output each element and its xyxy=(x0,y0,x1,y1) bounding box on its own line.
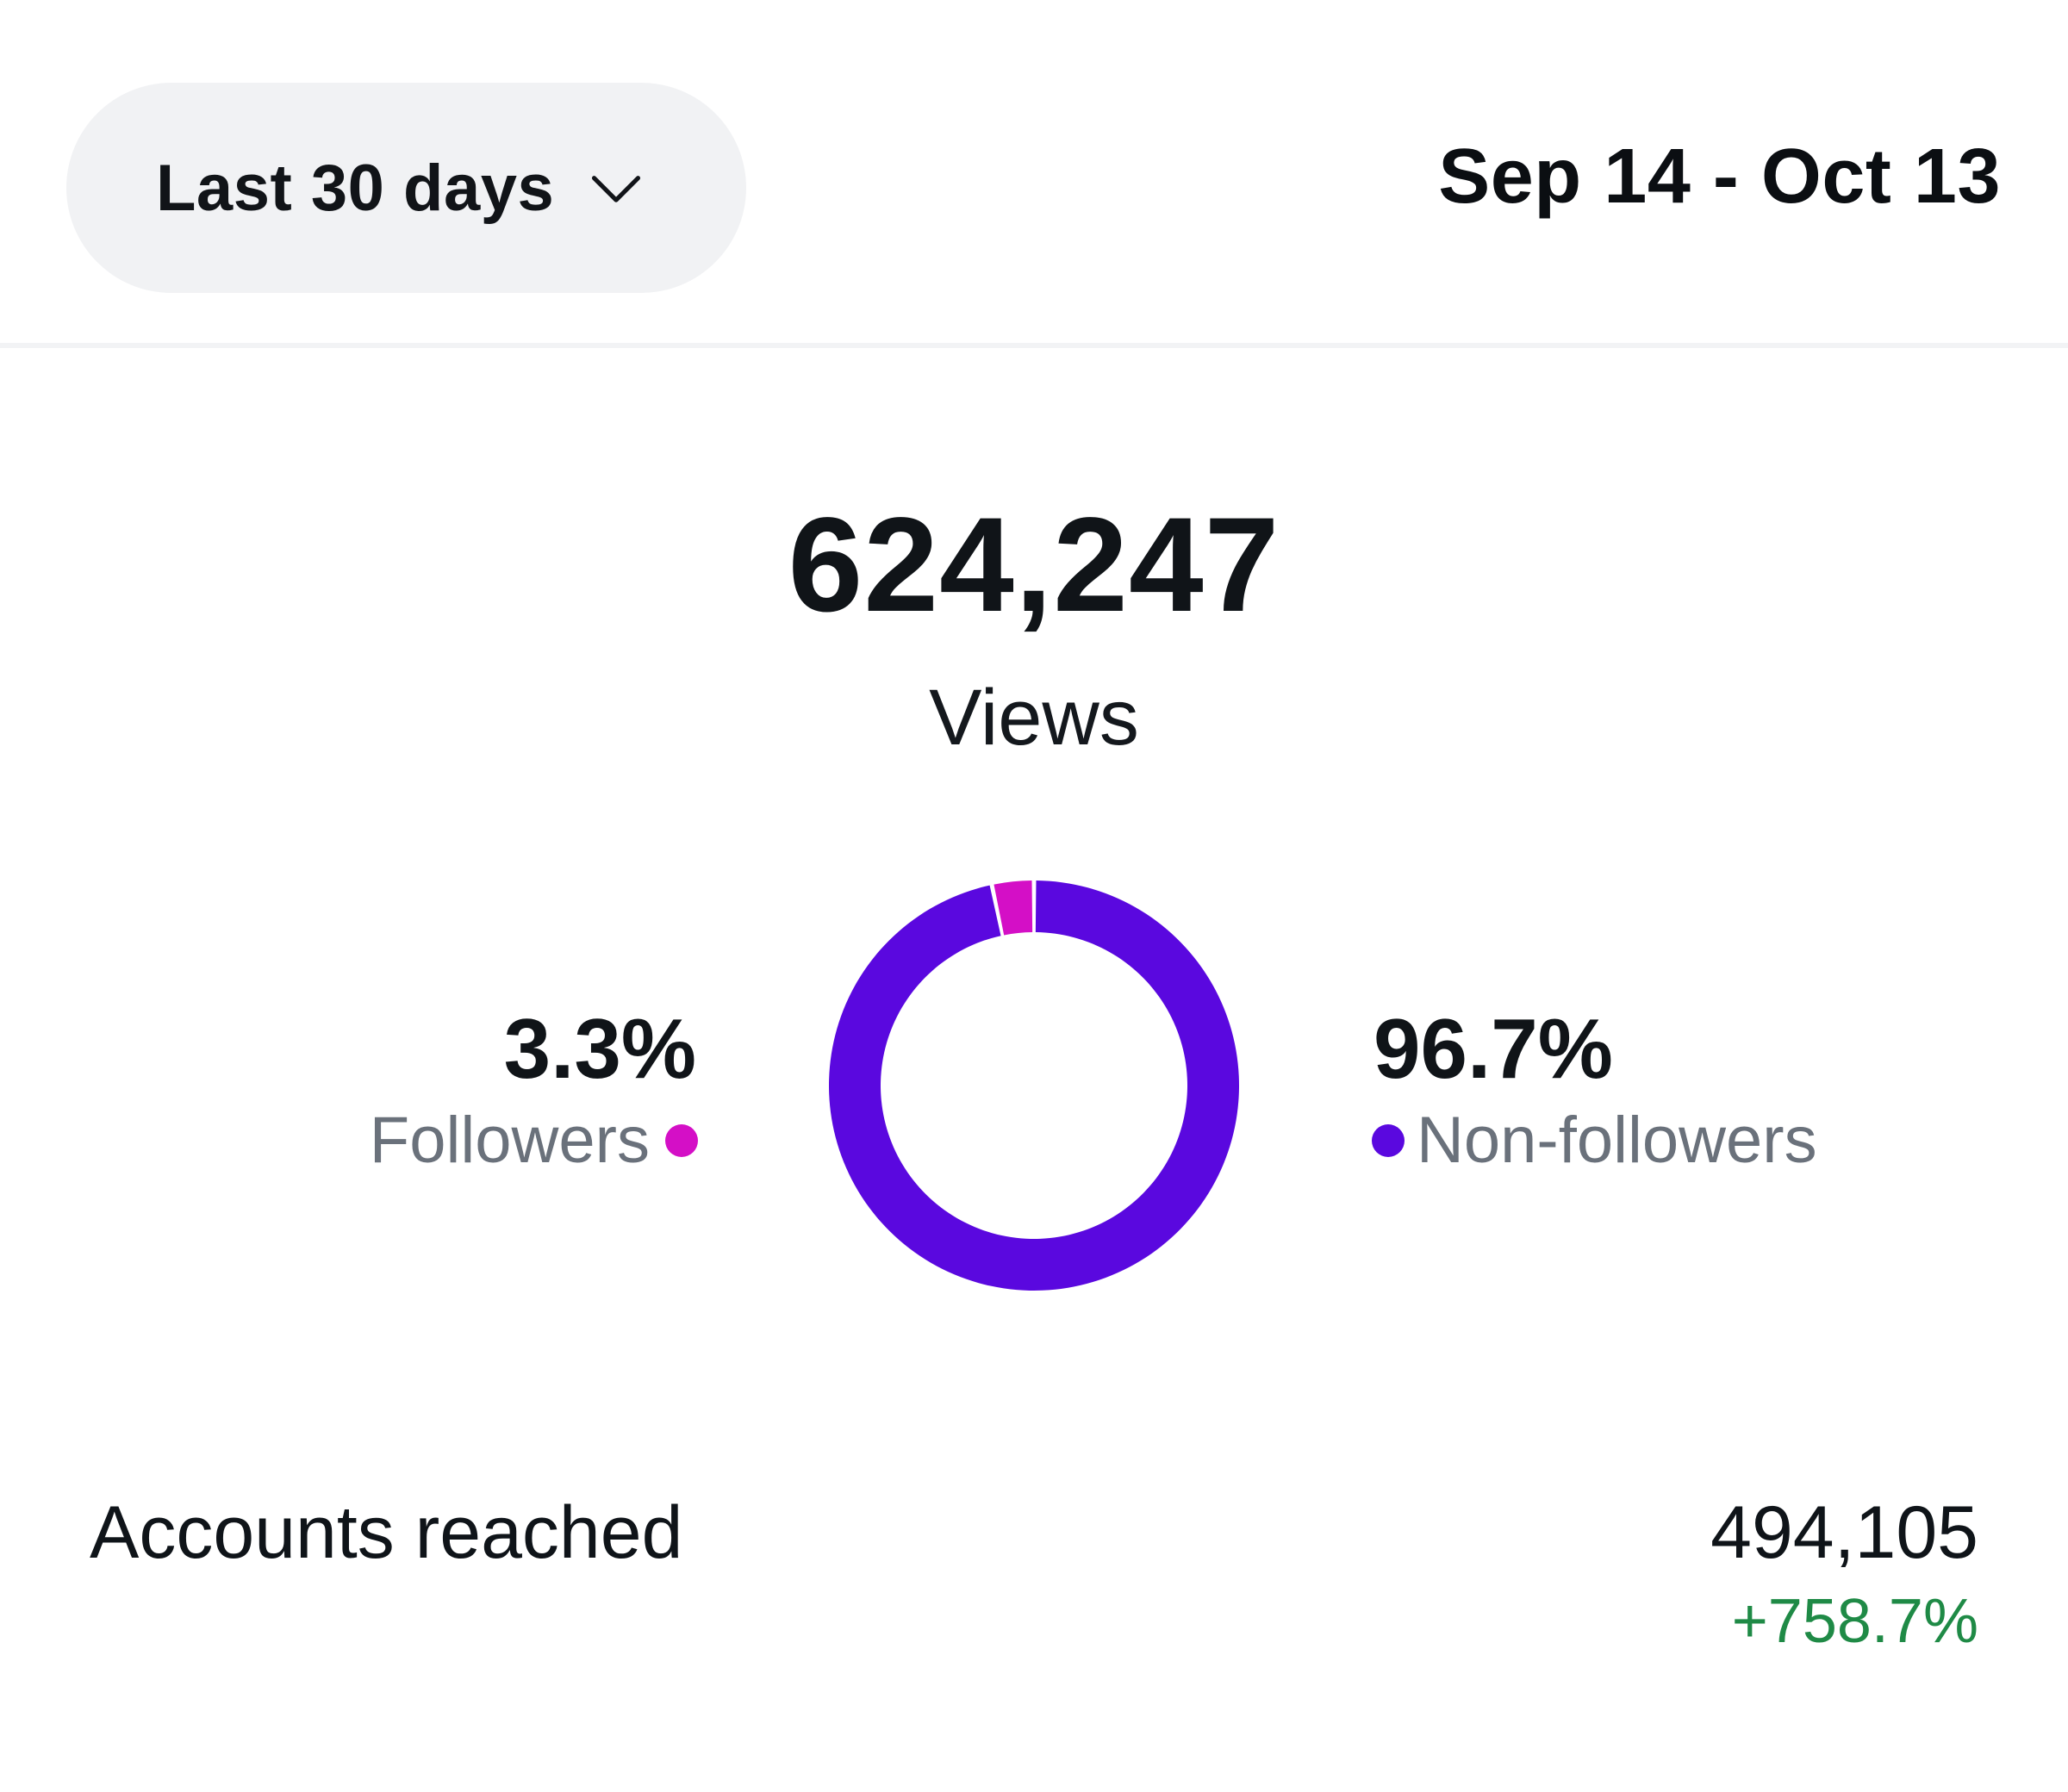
date-range-text: Sep 14 - Oct 13 xyxy=(1438,134,2001,220)
date-range-selector[interactable]: Last 30 days xyxy=(66,83,746,293)
date-range-selector-label: Last 30 days xyxy=(156,151,555,225)
accounts-reached-label: Accounts reached xyxy=(90,1491,683,1574)
chevron-down-icon xyxy=(585,157,647,219)
views-label: Views xyxy=(929,674,1139,762)
donut-slice-followers xyxy=(994,880,1033,936)
followers-dot-icon xyxy=(665,1124,698,1157)
non-followers-dot-icon xyxy=(1372,1124,1405,1157)
followers-legend-label: Followers xyxy=(369,1104,650,1177)
non-followers-legend: Non-followers xyxy=(1372,1108,1817,1173)
followers-legend: Followers xyxy=(370,1108,698,1173)
non-followers-percent: 96.7% xyxy=(1373,1001,1613,1096)
views-donut-chart xyxy=(829,880,1239,1291)
non-followers-legend-label: Non-followers xyxy=(1417,1104,1817,1177)
donut-slice-non-followers xyxy=(829,880,1239,1291)
insights-header: Last 30 days Sep 14 - Oct 13 xyxy=(0,0,2068,348)
followers-percent: 3.3% xyxy=(503,1001,696,1096)
accounts-reached-change: +758.7% xyxy=(1731,1587,1978,1656)
views-total: 624,247 xyxy=(788,490,1280,640)
accounts-reached-value: 494,105 xyxy=(1710,1491,1978,1574)
